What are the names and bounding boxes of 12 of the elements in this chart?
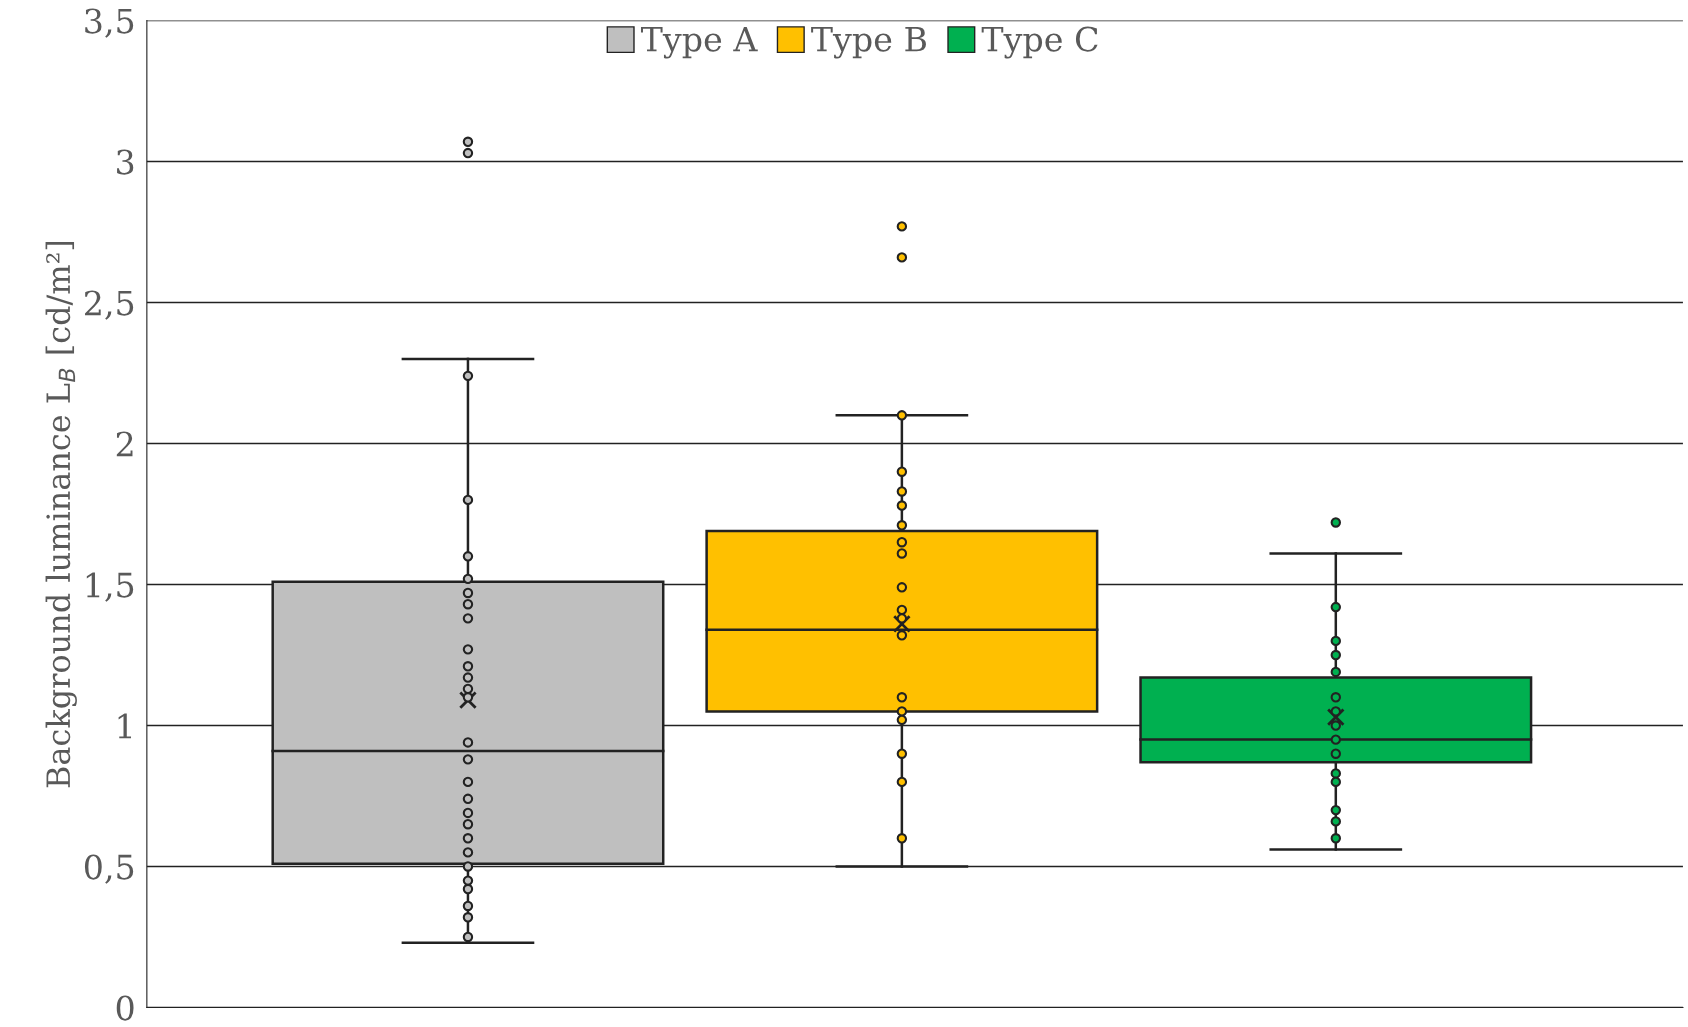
legend-label: Type B — [811, 26, 926, 59]
legend-label: Type C — [981, 26, 1098, 59]
y-tick-label: 3,5 — [85, 8, 134, 38]
y-tick-label: 2 — [116, 431, 133, 457]
y-tick-label: 0 — [116, 995, 134, 1021]
y-tick-label: 1 — [118, 713, 132, 739]
y-tick-label: 3 — [117, 149, 134, 175]
legend-label: Type A — [640, 26, 758, 59]
y-tick-label: 0,5 — [84, 854, 134, 884]
y-tick-label: 2,5 — [84, 290, 134, 320]
y-tick-label: 1,5 — [86, 572, 134, 602]
y-axis-title: Background luminance L$_{B}$ [cd/m²] — [45, 241, 77, 788]
